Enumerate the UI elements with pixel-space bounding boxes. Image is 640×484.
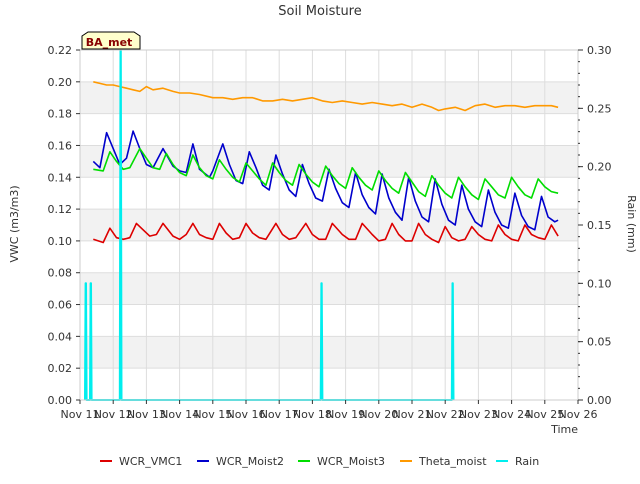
left-tick-label: 0.06: [48, 299, 73, 312]
chart-title: Soil Moisture: [278, 4, 362, 19]
background-band: [80, 81, 578, 114]
background-band: [80, 272, 578, 305]
legend: WCR_VMC1 WCR_Moist2 WCR_Moist3 Theta_moist R…: [100, 455, 539, 468]
left-tick-label: 0.02: [48, 362, 73, 375]
x-tick-label: Nov 22: [426, 408, 465, 421]
x-tick-label: Nov 19: [326, 408, 365, 421]
x-axis-label: Time: [550, 423, 578, 436]
x-tick-label: Nov 11: [61, 408, 100, 421]
legend-label: WCR_Moist3: [317, 455, 385, 468]
left-axis-ticks: 0.00 0.02 0.04 0.06 0.08 0.10 0.12 0.14 0.16 0.18…: [48, 44, 80, 407]
right-tick-label: 0.10: [587, 277, 612, 290]
legend-label: WCR_Moist2: [216, 455, 284, 468]
right-tick-label: 0.25: [587, 102, 612, 115]
x-tick-label: Nov 24: [492, 408, 531, 421]
right-tick-label: 0.15: [587, 219, 612, 232]
right-tick-label: 0.20: [587, 161, 612, 174]
series-line-wcr-vmc1: [93, 222, 559, 244]
right-tick-label: 0.05: [587, 336, 612, 349]
background-band: [80, 336, 578, 369]
background-band: [80, 209, 578, 241]
left-tick-label: 0.18: [48, 108, 73, 121]
x-tick-label: Nov 17: [260, 408, 299, 421]
plot-background-bands: [80, 81, 578, 369]
right-axis-label: Rain (mm): [625, 195, 638, 253]
left-tick-label: 0.08: [48, 267, 73, 280]
station-label: BA_met: [86, 36, 133, 49]
legend-label: WCR_VMC1: [119, 455, 182, 468]
left-tick-label: 0.12: [48, 203, 73, 216]
x-tick-label: Nov 26: [559, 408, 598, 421]
left-tick-label: 0.04: [48, 330, 73, 343]
right-axis-ticks: 0.00 0.05 0.10 0.15 0.20 0.25 0.30: [578, 44, 612, 407]
x-tick-label: Nov 12: [94, 408, 133, 421]
x-tick-label: Nov 14: [160, 408, 199, 421]
x-tick-label: Nov 13: [127, 408, 166, 421]
x-tick-label: Nov 15: [193, 408, 232, 421]
left-tick-label: 0.14: [48, 171, 73, 184]
x-tick-label: Nov 25: [525, 408, 564, 421]
station-badge: BA_met: [81, 31, 141, 50]
right-tick-label: 0.30: [587, 44, 612, 57]
x-tick-label: Nov 23: [459, 408, 498, 421]
left-tick-label: 0.00: [48, 394, 73, 407]
left-tick-label: 0.10: [48, 235, 73, 248]
x-tick-label: Nov 18: [293, 408, 332, 421]
x-tick-label: Nov 20: [359, 408, 398, 421]
x-tick-label: Nov 16: [227, 408, 266, 421]
left-tick-label: 0.20: [48, 76, 73, 89]
left-axis-label: VWC (m3/m3): [8, 185, 21, 262]
series-line-theta-moist: [93, 81, 559, 112]
right-tick-label: 0.00: [587, 394, 612, 407]
legend-label: Rain: [515, 455, 539, 468]
legend-label: Theta_moist: [418, 455, 487, 468]
left-tick-label: 0.22: [48, 44, 73, 57]
series-line-wcr-moist3: [93, 147, 559, 201]
x-tick-label: Nov 21: [393, 408, 432, 421]
gridlines: [79, 49, 579, 401]
left-tick-label: 0.16: [48, 139, 73, 152]
